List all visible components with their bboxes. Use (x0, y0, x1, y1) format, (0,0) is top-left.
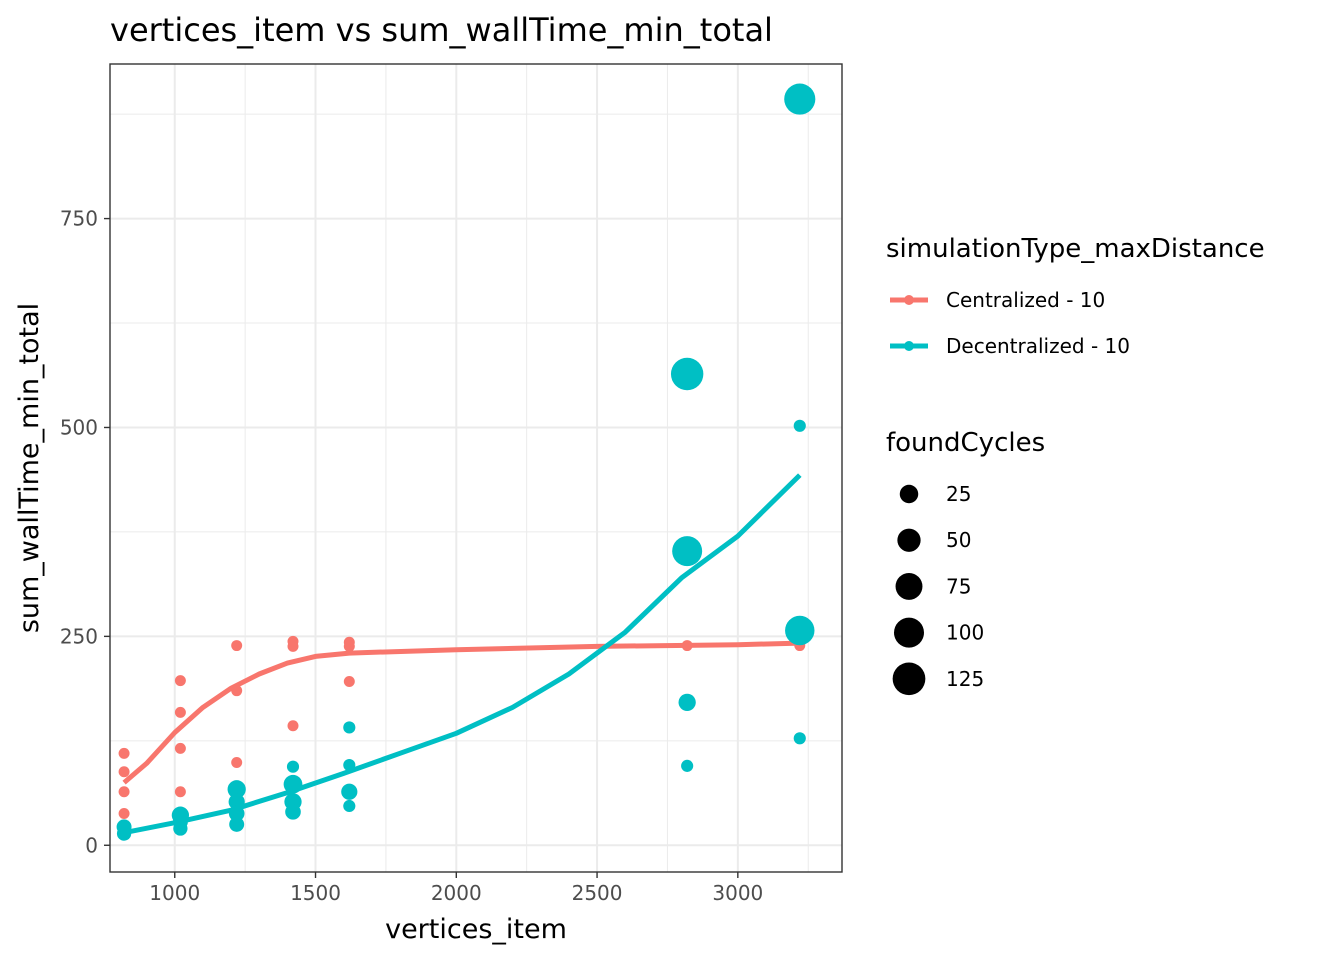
x-axis: 1000 1500 2000 2500 3000 (149, 872, 763, 905)
data-point-series-1 (343, 721, 356, 734)
y-tick-label: 500 (60, 415, 98, 439)
data-point-series-0 (174, 706, 186, 718)
y-tick-label: 250 (60, 624, 98, 648)
data-point-series-1 (173, 821, 188, 836)
plot-border (109, 63, 843, 873)
data-point-series-0 (231, 640, 243, 652)
legend-key-point (904, 341, 914, 351)
x-tick-label: 2500 (572, 881, 623, 905)
legend: simulationType_maxDistance Centralized -… (886, 234, 1265, 696)
x-tick-label: 1000 (149, 881, 200, 905)
legend-color-title: simulationType_maxDistance (886, 234, 1265, 264)
data-point-series-1 (227, 780, 246, 799)
data-point-series-1 (793, 419, 806, 432)
y-tick-label: 750 (60, 207, 98, 231)
legend-key-point (904, 295, 914, 305)
data-point-series-1 (283, 774, 303, 794)
data-point-series-1 (670, 357, 704, 391)
legend-size-key (892, 662, 926, 696)
data-point-series-0 (343, 675, 355, 687)
legend-size-items: 25 50 75 100 125 (892, 482, 984, 696)
legend-size-label: 100 (946, 621, 984, 645)
legend-size-label: 75 (946, 574, 971, 598)
data-point-series-1 (678, 693, 696, 712)
data-point-series-1 (228, 805, 245, 822)
data-point-series-0 (118, 786, 130, 798)
data-point-series-1 (285, 804, 301, 820)
legend-label: Decentralized - 10 (946, 334, 1130, 358)
legend-size-label: 50 (946, 528, 971, 552)
data-point-series-1 (341, 783, 358, 800)
legend-size-key (895, 572, 923, 600)
data-point-series-0 (118, 747, 130, 759)
data-point-series-0 (287, 640, 299, 652)
x-tick-label: 3000 (712, 881, 763, 905)
data-point-series-1 (784, 83, 816, 115)
legend-color-items: Centralized - 10 Decentralized - 10 (890, 288, 1130, 358)
data-point-series-1 (343, 758, 356, 772)
data-point-series-1 (343, 799, 356, 813)
data-point-series-0 (681, 640, 693, 652)
chart-title: vertices_item vs sum_wallTime_min_total (110, 11, 773, 49)
data-point-series-1 (286, 760, 300, 773)
legend-size-label: 125 (946, 667, 984, 691)
y-axis-title: sum_wallTime_min_total (14, 303, 45, 633)
legend-size-title: foundCycles (886, 428, 1045, 458)
legend-size-key (897, 528, 921, 552)
data-point-series-1 (785, 615, 815, 646)
legend-size-label: 25 (946, 482, 971, 506)
x-tick-label: 2000 (431, 881, 482, 905)
gridlines (110, 64, 842, 872)
data-point-series-0 (174, 786, 186, 798)
x-axis-title: vertices_item (385, 914, 567, 945)
legend-size-key (899, 484, 919, 504)
x-tick-label: 1500 (290, 881, 341, 905)
plot-panel (109, 63, 843, 873)
data-point-series-0 (231, 757, 243, 769)
data-point-series-1 (116, 826, 132, 841)
data-point-series-1 (229, 816, 245, 832)
y-tick-label: 0 (85, 833, 98, 857)
data-point-series-0 (118, 808, 130, 820)
data-point-series-0 (231, 685, 243, 697)
data-point-series-0 (174, 742, 186, 754)
plot-background (110, 64, 842, 872)
data-point-series-1 (681, 759, 694, 772)
data-point-series-0 (174, 675, 186, 687)
legend-label: Centralized - 10 (946, 288, 1105, 312)
data-point-series-1 (793, 732, 806, 745)
smooth-line-series-0 (122, 640, 800, 785)
data-point-series-1 (228, 793, 245, 810)
data-point-series-0 (343, 640, 355, 652)
data-point-series-0 (118, 766, 130, 778)
legend-size-key (894, 617, 924, 648)
data-point-series-0 (287, 720, 299, 732)
data-point-series-1 (672, 536, 703, 567)
y-axis: 0 250 500 750 (60, 207, 110, 857)
data-points (116, 83, 816, 841)
